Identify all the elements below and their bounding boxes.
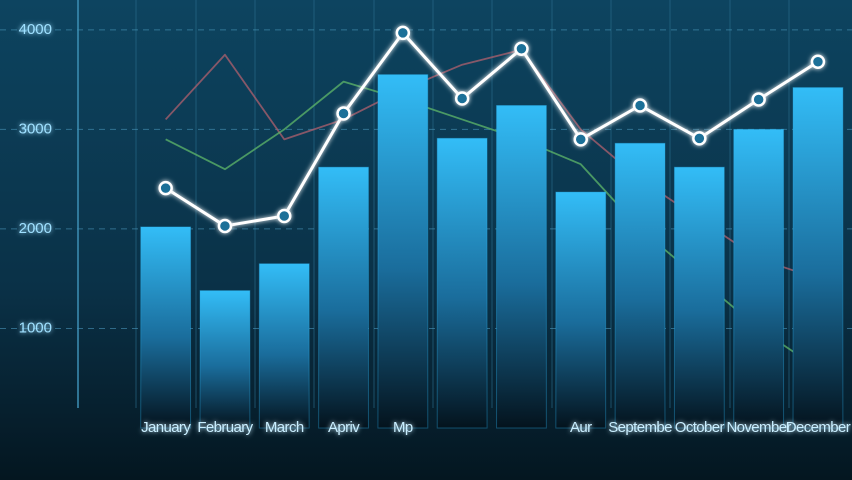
vertical-guides <box>77 0 790 408</box>
line-marker <box>810 54 826 69</box>
x-tick-label: January <box>141 419 191 436</box>
line-marker <box>395 25 411 41</box>
line-marker <box>158 180 173 196</box>
line-marker <box>573 132 588 147</box>
line-marker <box>632 98 648 113</box>
bar <box>555 191 607 429</box>
x-tick-label: December <box>786 419 851 436</box>
bar <box>140 226 192 429</box>
bar <box>673 166 725 429</box>
y-tick-label: 4000 <box>19 21 52 38</box>
bar <box>318 166 369 429</box>
x-tick-label: October <box>675 419 725 436</box>
line-marker <box>277 208 292 224</box>
trend-line <box>164 31 819 228</box>
x-tick-label: February <box>197 419 253 436</box>
y-tick-label: 3000 <box>19 120 52 137</box>
x-tick-label: Aur <box>570 419 592 436</box>
line-marker <box>454 91 470 106</box>
x-tick-label: Apriv <box>328 419 360 436</box>
bar <box>733 128 785 429</box>
bar <box>496 105 547 429</box>
bar <box>614 142 666 429</box>
y-tick-label: 1000 <box>19 319 52 336</box>
line-marker <box>514 41 529 57</box>
bar <box>199 290 251 429</box>
y-tick-label: 2000 <box>19 220 52 237</box>
bar <box>792 87 844 429</box>
x-tick-label: Septembe <box>608 419 672 436</box>
line-marker <box>751 92 766 107</box>
bar <box>377 74 429 429</box>
bar <box>258 263 310 429</box>
x-tick-label: November <box>726 419 791 436</box>
x-tick-label: March <box>265 419 304 436</box>
line-marker <box>217 218 233 234</box>
line-marker <box>692 131 707 146</box>
bar <box>436 137 488 429</box>
line-marker <box>336 106 351 121</box>
x-tick-label: Mp <box>393 419 413 436</box>
